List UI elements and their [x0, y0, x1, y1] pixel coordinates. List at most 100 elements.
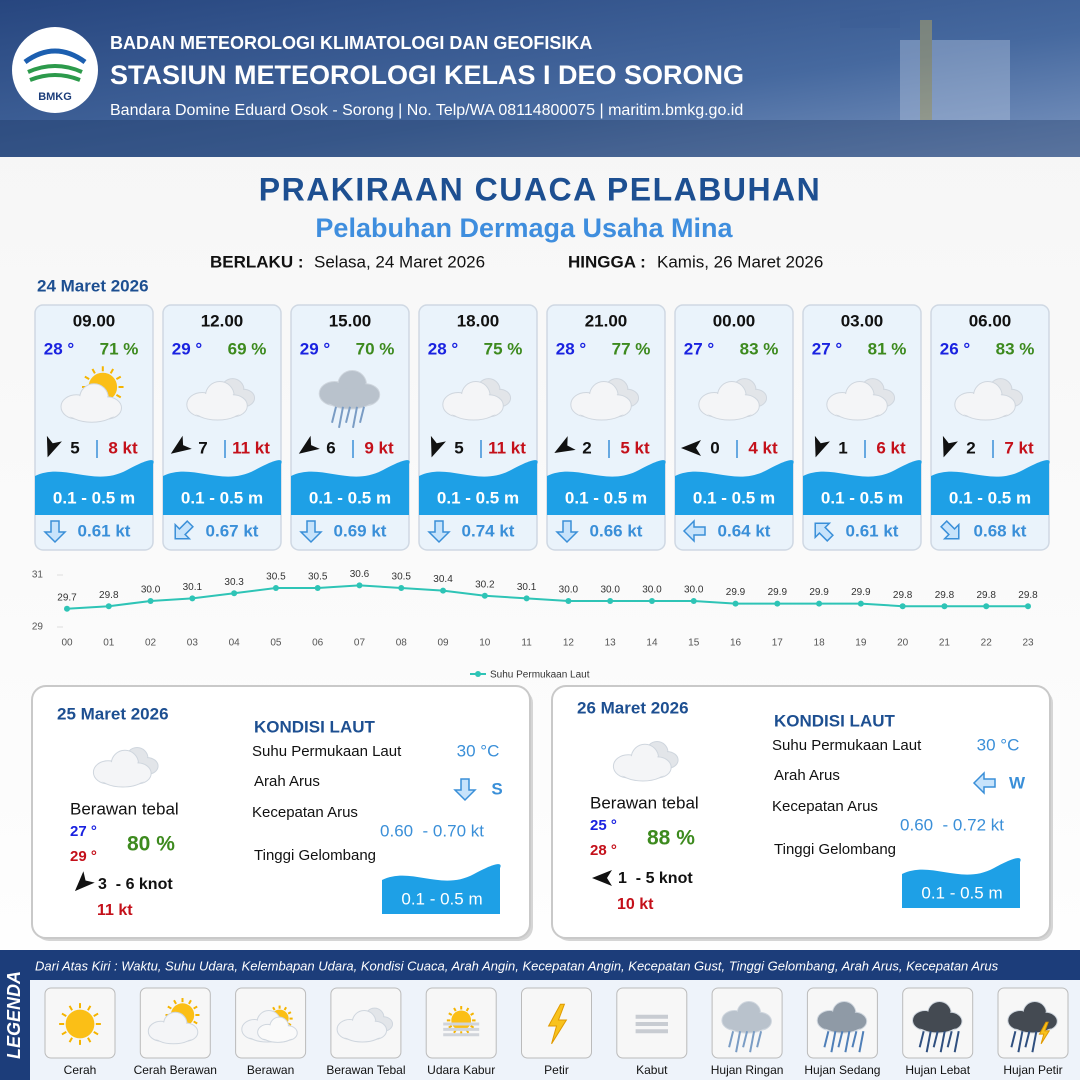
- cloud-part: [194, 399, 241, 419]
- legend-marker: [475, 671, 481, 677]
- sun-ray: [84, 375, 90, 381]
- sst-point: [607, 598, 614, 604]
- rain-drop: [728, 1030, 735, 1048]
- valid-to: Kamis, 26 Maret 2026: [657, 252, 823, 271]
- sun-ray: [68, 1005, 73, 1011]
- day-wave-value: 0.1 - 0.5 m: [921, 883, 1002, 902]
- sun-ray: [193, 1005, 198, 1010]
- sst-point: [565, 598, 572, 604]
- wave-band: [291, 460, 410, 515]
- rain-drop: [742, 1030, 749, 1048]
- slot-wind: 5: [454, 438, 463, 457]
- today-date: 24 Maret 2026: [37, 276, 149, 295]
- slot-rh: 71 %: [100, 339, 139, 358]
- cloud-part: [578, 399, 625, 419]
- slot-current: 0.61 kt: [846, 521, 899, 540]
- rain-drop: [735, 1031, 742, 1053]
- wind-arrow: [430, 435, 446, 458]
- sst-point: [147, 598, 154, 604]
- sun-ray: [188, 999, 192, 1005]
- x-tick-label: 18: [814, 638, 826, 649]
- sea-title: KONDISI LAUT: [774, 711, 896, 730]
- wind-arrow: [46, 435, 62, 458]
- dir-label: Arah Arus: [774, 767, 840, 784]
- day-rh: 88 %: [647, 827, 695, 850]
- sun-ray: [115, 393, 122, 399]
- sun-ray: [448, 1012, 453, 1016]
- slot-time: 00.00: [713, 311, 756, 330]
- value-label: 30.3: [224, 577, 244, 588]
- x-tick-label: 12: [563, 638, 575, 649]
- value-label: 30.0: [600, 585, 620, 596]
- sun-ray: [68, 1037, 73, 1043]
- value-label: 30.0: [559, 585, 579, 596]
- rain-drop: [918, 1030, 925, 1048]
- sun-ray: [93, 1012, 99, 1017]
- rain-drop: [1024, 1030, 1031, 1048]
- x-tick-label: 23: [1022, 638, 1034, 649]
- slot-current: 0.68 kt: [974, 521, 1027, 540]
- slot-gust: 7 kt: [1004, 438, 1034, 457]
- slot-current: 0.69 kt: [334, 521, 387, 540]
- rain-drop: [830, 1031, 837, 1053]
- sst-point: [356, 582, 363, 589]
- speed-label: Kecepatan Arus: [252, 804, 358, 821]
- legend-item: Berawan: [247, 1063, 294, 1077]
- wave-band: [675, 460, 794, 515]
- slot-wave: 0.1 - 0.5 m: [181, 488, 263, 507]
- legend-description: Dari Atas Kiri : Waktu, Suhu Udara, Kele…: [35, 958, 999, 973]
- slot-rh: 70 %: [356, 339, 395, 358]
- dir-value: S: [491, 779, 502, 798]
- legend-title: LEGENDA: [4, 971, 24, 1059]
- sst-point: [314, 585, 321, 591]
- slot-temp: 28 °: [556, 339, 587, 358]
- current-arrow: [174, 520, 194, 540]
- sun-ray: [91, 368, 96, 374]
- cloud-part: [100, 767, 145, 786]
- cloud-part: [68, 401, 115, 422]
- slot-rh: 69 %: [228, 339, 267, 358]
- rain-drop: [756, 1030, 763, 1048]
- day-wave-value: 0.1 - 0.5 m: [401, 889, 482, 908]
- current-arrow: [43, 520, 67, 544]
- legend-item: Hujan Ringan: [711, 1063, 784, 1077]
- slot-wind: 1: [838, 438, 847, 457]
- x-tick-label: 16: [730, 638, 742, 649]
- legend-item: Hujan Petir: [1003, 1063, 1062, 1077]
- day-gust: 10 kt: [617, 896, 654, 913]
- sst-point: [189, 595, 196, 602]
- logo-wave: [27, 64, 83, 82]
- slot-gust: 11 kt: [232, 438, 270, 457]
- slot-gust: 11 kt: [488, 438, 526, 457]
- slot-wave: 0.1 - 0.5 m: [949, 488, 1031, 507]
- x-tick-label: 20: [897, 638, 909, 649]
- weather-icon: [635, 1014, 668, 1034]
- wind-arrow: [554, 436, 576, 453]
- slot-gust: 9 kt: [364, 438, 394, 457]
- sun-ray: [283, 1006, 287, 1011]
- agency: BADAN METEOROLOGI KLIMATOLOGI DAN GEOFIS…: [110, 33, 592, 53]
- wind-arrow: [74, 871, 95, 892]
- sst-point: [398, 585, 405, 591]
- sun-ray: [167, 1005, 172, 1010]
- sun-ray: [470, 1024, 475, 1029]
- slot-current: 0.74 kt: [462, 521, 515, 540]
- day-tmin: 27 °: [70, 823, 97, 840]
- value-label: 30.2: [475, 579, 495, 590]
- x-tick-label: 19: [855, 638, 867, 649]
- value-label: 29.8: [935, 590, 955, 601]
- x-tick-label: 15: [688, 638, 700, 649]
- wave-band: [163, 460, 282, 515]
- logo: [12, 27, 98, 113]
- dir-value: W: [1009, 773, 1026, 792]
- slot-gust: 5 kt: [620, 438, 650, 457]
- rain-drop: [1017, 1031, 1024, 1053]
- x-tick-label: 13: [605, 638, 617, 649]
- sst-point: [64, 605, 70, 612]
- wind-arrow: [170, 435, 192, 454]
- sun-ray: [61, 1031, 67, 1036]
- rain-drop: [1010, 1030, 1017, 1048]
- slot-time: 18.00: [457, 311, 500, 330]
- value-label: 29.8: [976, 590, 996, 601]
